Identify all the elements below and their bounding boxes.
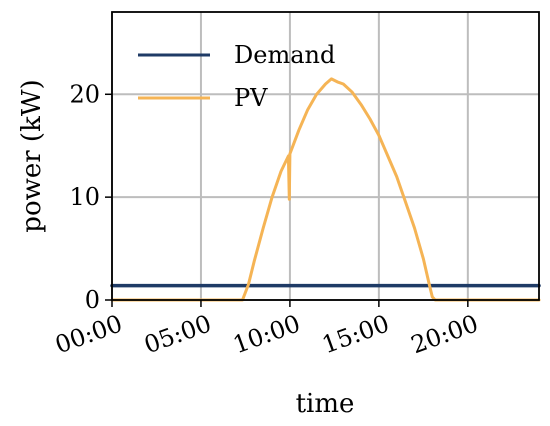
x-tick-label: 00:00	[51, 309, 126, 359]
series-layer	[110, 77, 541, 302]
legend: Demand PV	[138, 41, 335, 112]
y-tick-label: 0	[85, 286, 100, 314]
legend-label-pv: PV	[234, 84, 268, 112]
y-axis-label: power (kW)	[17, 79, 47, 232]
series-line-pv	[110, 77, 541, 302]
x-tick-label: 20:00	[407, 309, 482, 359]
x-axis-label: time	[296, 389, 355, 419]
y-tick-label: 10	[69, 183, 100, 211]
plot-frame	[111, 11, 540, 301]
x-tick-label: 05:00	[140, 309, 215, 359]
y-tick-label: 20	[69, 80, 100, 108]
legend-label-demand: Demand	[234, 41, 335, 69]
x-tick-label: 15:00	[318, 309, 393, 359]
x-tick-label: 10:00	[229, 309, 304, 359]
